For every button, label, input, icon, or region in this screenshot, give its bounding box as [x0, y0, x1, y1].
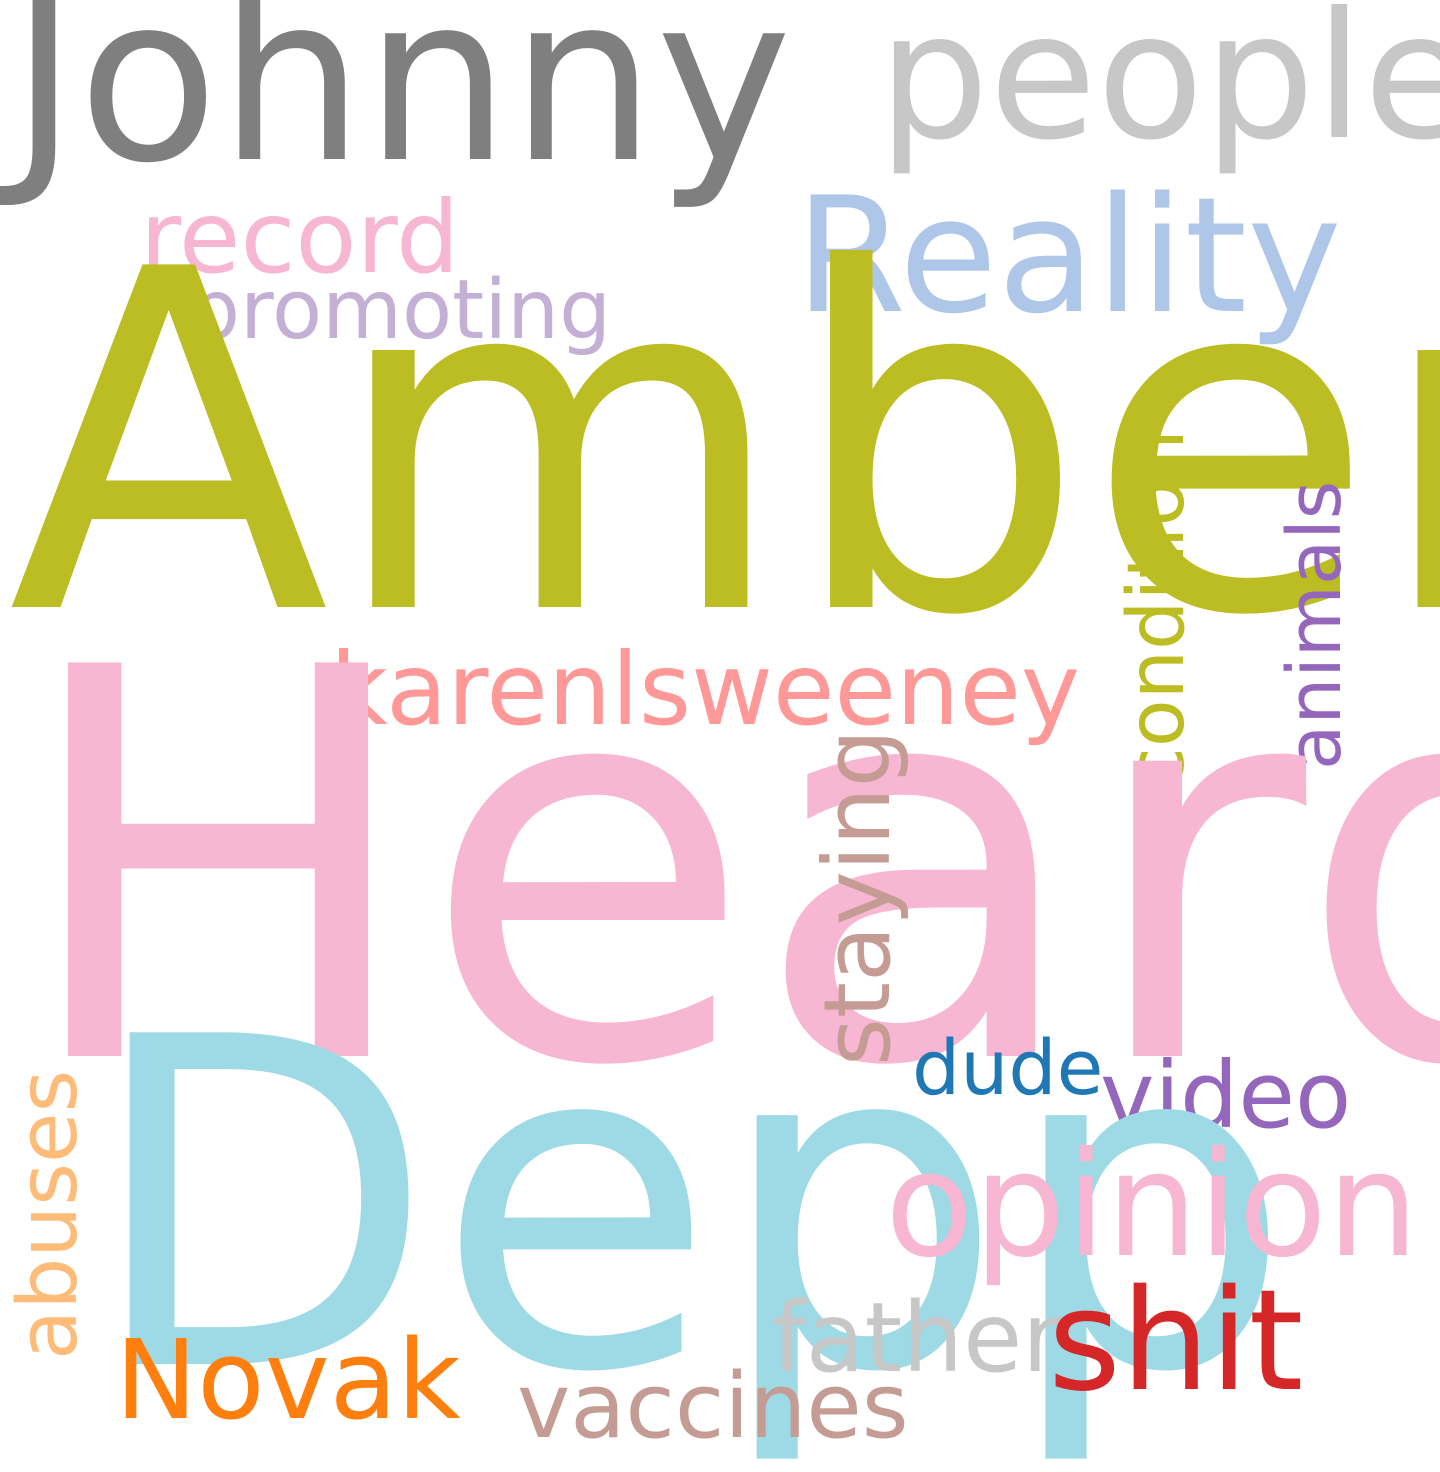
- word-vaccines: vaccines: [517, 1354, 909, 1459]
- word-promoting: promoting: [188, 263, 612, 358]
- word-video: video: [1100, 1042, 1352, 1149]
- word-johnny: Johnny: [10, 0, 792, 214]
- word-opinion: opinion: [885, 1121, 1419, 1290]
- word-depp: Depp: [85, 943, 1293, 1472]
- word-heard: Heard: [15, 556, 1440, 1184]
- word-father: father: [772, 1282, 1062, 1394]
- word-amber: Amber: [8, 171, 1440, 718]
- word-novak: Novak: [115, 1316, 461, 1444]
- word-karenlsweeney: karenlsweeney: [330, 631, 1081, 748]
- word-shit: shit: [1048, 1260, 1304, 1423]
- word-people: people: [878, 0, 1440, 179]
- word-dude: dude: [912, 1023, 1104, 1112]
- word-reality: Reality: [795, 162, 1342, 349]
- word-abuses: abuses: [1, 1069, 96, 1360]
- word-record: record: [140, 179, 460, 296]
